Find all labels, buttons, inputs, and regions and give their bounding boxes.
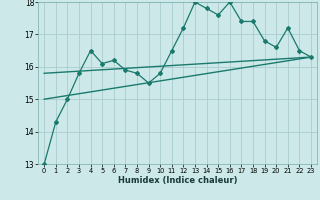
X-axis label: Humidex (Indice chaleur): Humidex (Indice chaleur)	[118, 176, 237, 185]
